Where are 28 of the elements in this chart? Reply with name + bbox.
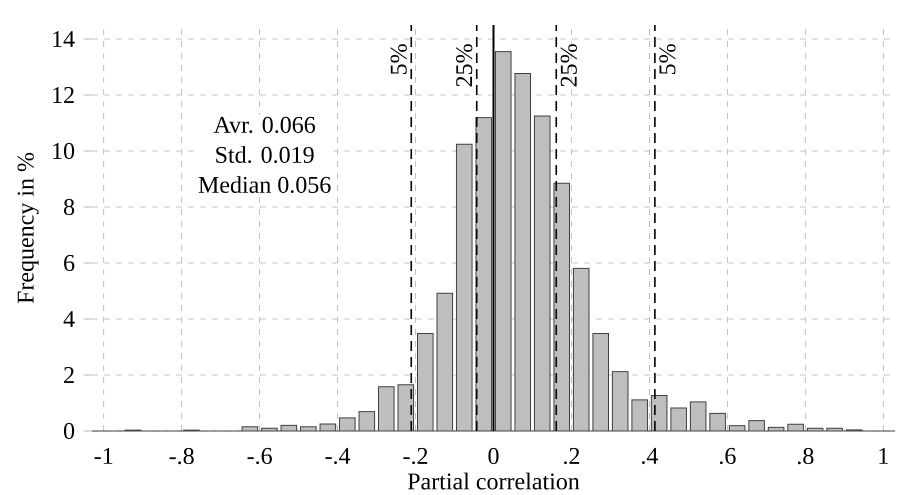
x-tick-label: -.8 — [170, 448, 194, 464]
x-tick-label: 0 — [488, 448, 499, 464]
annotation: Median 0.056 — [198, 176, 331, 194]
annotation: 5% — [659, 44, 676, 74]
x-tick-label: .6 — [720, 448, 736, 464]
y-tick-label: 6 — [64, 254, 74, 272]
annotation: 25% — [456, 44, 472, 86]
y-axis-title: Frequency in % — [18, 152, 39, 304]
y-tick-label: 0 — [64, 422, 74, 440]
x-tick-label: -1 — [94, 448, 112, 464]
y-tick-label: 14 — [53, 31, 75, 47]
annotation: 25% — [560, 44, 577, 86]
y-tick-label: 8 — [64, 198, 74, 216]
y-tick-label: 10 — [53, 142, 74, 160]
x-tick-label: -.4 — [325, 448, 350, 464]
y-tick-label: 4 — [64, 311, 75, 327]
x-tick-label: .8 — [798, 448, 814, 464]
x-tick-label: .2 — [564, 448, 580, 464]
x-tick-label: 1 — [879, 448, 888, 464]
x-tick-label: -.6 — [248, 448, 272, 464]
y-tick-label: 2 — [64, 367, 74, 383]
annotation: 5% — [390, 44, 407, 74]
x-tick-label: -.2 — [403, 448, 428, 464]
x-tick-label: .4 — [642, 448, 658, 464]
annotation: Std. 0.019 — [216, 146, 314, 164]
x-axis-title: Partial correlation — [408, 472, 580, 490]
annotation: Avr. 0.066 — [214, 116, 316, 134]
y-tick-label: 12 — [53, 87, 74, 103]
